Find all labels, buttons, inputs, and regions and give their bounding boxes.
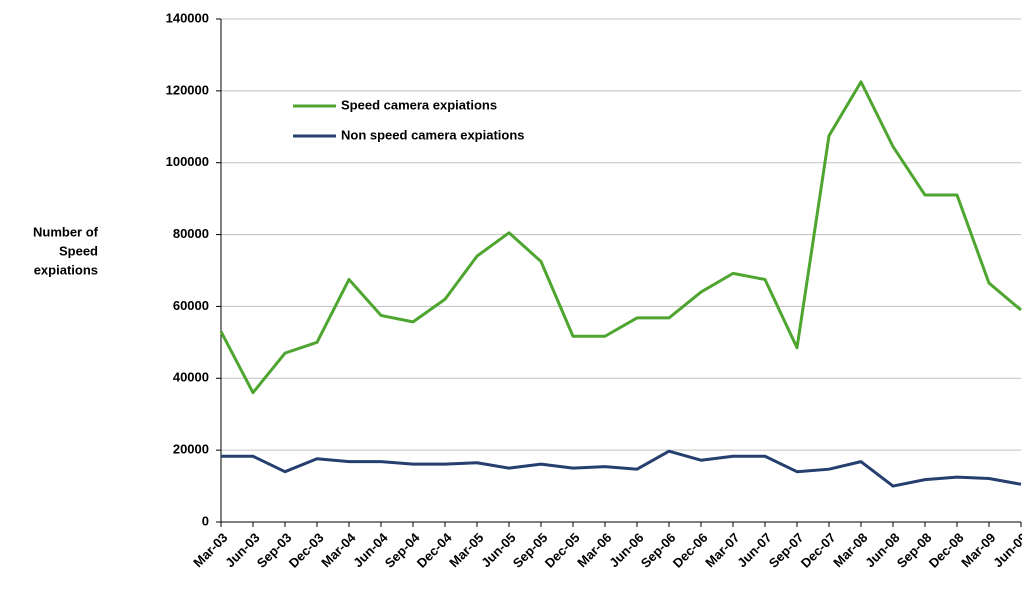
y-tick-label: 40000 (173, 370, 209, 385)
y-axis-label: Speed (59, 243, 98, 258)
x-tick-label: Dec-03 (286, 530, 327, 571)
x-tick-label: Mar-08 (830, 530, 870, 570)
y-tick-label: 140000 (166, 10, 209, 25)
legend-label: Non speed camera expiations (341, 127, 525, 142)
x-tick-label: Mar-09 (958, 530, 998, 570)
y-tick-label: 20000 (173, 442, 209, 457)
x-tick-label: Sep-06 (638, 530, 679, 571)
y-tick-label: 120000 (166, 82, 209, 97)
x-tick-label: Dec-05 (542, 530, 583, 571)
x-tick-label: Sep-03 (254, 530, 295, 571)
x-tick-label: Mar-07 (702, 530, 742, 570)
x-tick-label: Dec-08 (926, 530, 967, 571)
y-axis-label: Number of (33, 224, 99, 239)
x-tick-label: Sep-07 (766, 530, 807, 571)
y-axis-label: expiations (34, 262, 98, 277)
x-tick-label: Sep-08 (894, 530, 935, 571)
data-line (219, 80, 1022, 395)
x-tick-label: Dec-07 (798, 530, 839, 571)
x-tick-label: Mar-05 (446, 530, 486, 570)
x-tick-label: Mar-06 (574, 530, 614, 570)
legend-label: Speed camera expiations (341, 97, 497, 112)
y-tick-label: 100000 (166, 154, 209, 169)
x-tick-label: Dec-04 (414, 529, 455, 570)
y-tick-label: 60000 (173, 298, 209, 313)
x-tick-label: Dec-06 (670, 530, 711, 571)
x-tick-label: Mar-04 (318, 529, 359, 570)
y-tick-label: 0 (202, 513, 209, 528)
x-tick-label: Jun-09 (990, 530, 1022, 570)
data-line (221, 449, 1022, 488)
y-tick-label: 80000 (173, 226, 209, 241)
x-tick-label: Mar-03 (190, 530, 230, 570)
x-tick-label: Sep-05 (510, 530, 551, 571)
